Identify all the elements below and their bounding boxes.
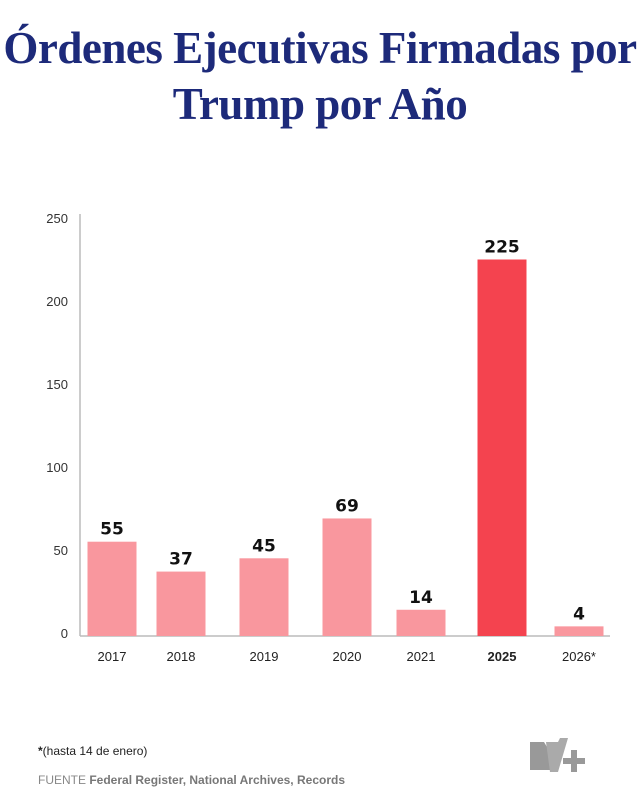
bar-2018 xyxy=(156,571,206,636)
bar-chart: 0 50 100 150 200 250 55 2017 37 2018 45 2019 69 2020 1… xyxy=(46,211,610,664)
data-label: 37 xyxy=(169,550,193,570)
data-label: 45 xyxy=(252,536,276,556)
y-tick-label: 50 xyxy=(54,543,68,558)
x-tick-label: 2019 xyxy=(250,649,279,664)
chart-title: Órdenes Ejecutivas Firmadas por Trump po… xyxy=(3,23,637,129)
footnote-mark: * xyxy=(38,744,43,758)
n-plus-logo xyxy=(530,738,585,772)
bar-2021 xyxy=(396,609,446,636)
y-tick-label: 0 xyxy=(61,626,68,641)
source-line: FUENTE Federal Register, National Archiv… xyxy=(38,773,345,787)
data-label: 69 xyxy=(335,496,359,516)
data-label: 4 xyxy=(573,604,585,624)
y-tick-label: 150 xyxy=(46,377,68,392)
y-tick-label: 200 xyxy=(46,294,68,309)
x-tick-label: 2026* xyxy=(562,649,596,664)
data-label: 55 xyxy=(100,520,124,540)
x-tick-label: 2021 xyxy=(407,649,436,664)
data-label: 14 xyxy=(409,588,433,608)
bar-2026 xyxy=(554,626,604,636)
x-tick-label: 2018 xyxy=(167,649,196,664)
footnote: *(hasta 14 de enero) xyxy=(38,744,147,758)
x-tick-label: 2017 xyxy=(98,649,127,664)
y-tick-label: 100 xyxy=(46,460,68,475)
source-label: FUENTE xyxy=(38,773,86,787)
bar-2019 xyxy=(239,558,289,636)
x-tick-label: 2025 xyxy=(488,649,517,664)
bar-2025 xyxy=(477,259,527,636)
bar-2020 xyxy=(322,518,372,636)
bar-2017 xyxy=(87,541,137,636)
data-label: 225 xyxy=(484,238,520,258)
y-tick-label: 250 xyxy=(46,211,68,226)
source-text: Federal Register, National Archives, Rec… xyxy=(89,773,345,787)
x-tick-label: 2020 xyxy=(333,649,362,664)
footnote-text: (hasta 14 de enero) xyxy=(42,744,148,758)
